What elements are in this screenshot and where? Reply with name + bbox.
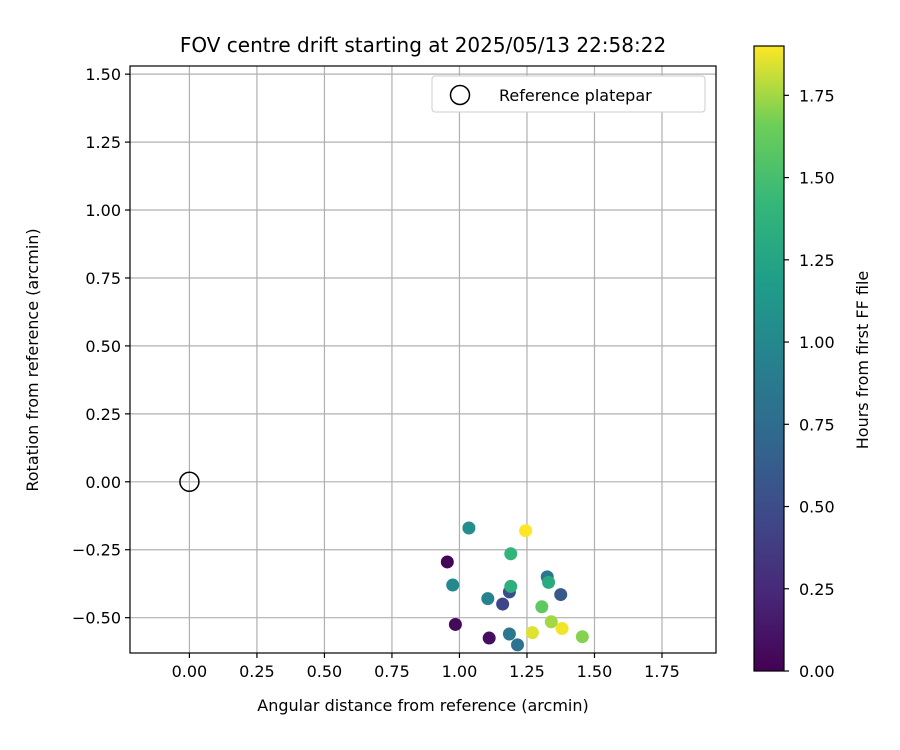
data-point — [554, 588, 568, 602]
legend-box — [431, 75, 706, 113]
x-axis-ticks: 0.00 0.25 0.50 0.75 1.00 1.25 1.50 1.75 — [172, 653, 680, 681]
data-point — [544, 615, 558, 629]
x-tick-label: 0.00 — [172, 662, 208, 681]
reference-platepar-marker — [179, 471, 200, 493]
data-point — [448, 617, 462, 631]
colorbar-tick-label: 0.75 — [799, 415, 835, 434]
x-tick-label: 0.25 — [239, 662, 275, 681]
colorbar-tick-label: 1.25 — [799, 251, 835, 270]
data-point — [535, 600, 549, 614]
x-tick-label: 1.75 — [644, 662, 680, 681]
x-tick-label: 0.75 — [374, 662, 410, 681]
x-axis-label: Angular distance from reference (arcmin) — [257, 696, 588, 715]
y-tick-label: −0.25 — [72, 541, 121, 560]
plot-grid — [130, 66, 716, 653]
colorbar-tick-label: 0.50 — [799, 498, 835, 517]
data-point — [482, 631, 496, 645]
x-tick-label: 1.00 — [442, 662, 478, 681]
colorbar-tick-label: 1.00 — [799, 333, 835, 352]
y-tick-label: 1.00 — [85, 201, 121, 220]
y-tick-label: −0.50 — [72, 609, 121, 628]
y-tick-label: 1.25 — [85, 133, 121, 152]
y-tick-label: 0.75 — [85, 269, 121, 288]
y-tick-label: 0.25 — [85, 405, 121, 424]
data-point — [504, 579, 518, 593]
y-tick-label: 1.50 — [85, 65, 121, 84]
data-point — [462, 521, 476, 535]
colorbar-tick-label: 0.25 — [799, 580, 835, 599]
chart-title: FOV centre drift starting at 2025/05/13 … — [180, 33, 666, 57]
data-point — [575, 630, 589, 644]
y-axis-label: Rotation from reference (arcmin) — [23, 228, 42, 491]
data-point — [555, 622, 569, 636]
y-axis-ticks: 1.50 1.25 1.00 0.75 0.50 0.25 0.00 −0.25 −0.50 — [72, 65, 130, 628]
data-point — [542, 575, 556, 589]
colorbar-ticks: 0.00 0.25 0.50 0.75 1.00 1.25 1.50 1.75 — [784, 86, 835, 681]
data-point — [504, 547, 518, 561]
plot-points — [179, 471, 589, 652]
legend-entry-reference: Reference platepar — [499, 86, 652, 105]
plot-frame — [129, 65, 717, 654]
colorbar-tick-label: 0.00 — [799, 662, 835, 681]
x-tick-label: 1.50 — [577, 662, 613, 681]
colorbar-label: Hours from first FF file — [853, 271, 872, 450]
colorbar-gradient — [754, 46, 784, 671]
data-point — [481, 592, 495, 606]
x-tick-label: 0.50 — [307, 662, 343, 681]
legend-marker — [449, 84, 471, 106]
data-point — [446, 578, 460, 592]
data-point — [496, 597, 510, 611]
x-tick-label: 1.25 — [509, 662, 545, 681]
data-point — [519, 524, 533, 538]
data-point — [502, 627, 516, 641]
y-tick-label: 0.00 — [85, 473, 121, 492]
y-tick-label: 0.50 — [85, 337, 121, 356]
colorbar-tick-label: 1.50 — [799, 169, 835, 188]
colorbar: 0.00 0.25 0.50 0.75 1.00 1.25 1.50 1.75 Hours f… — [753, 45, 872, 681]
colorbar-frame — [753, 45, 785, 672]
legend: Reference platepar — [431, 75, 706, 113]
data-point — [511, 638, 525, 652]
data-point — [525, 626, 539, 640]
data-point — [440, 555, 454, 569]
colorbar-tick-label: 1.75 — [799, 86, 835, 105]
